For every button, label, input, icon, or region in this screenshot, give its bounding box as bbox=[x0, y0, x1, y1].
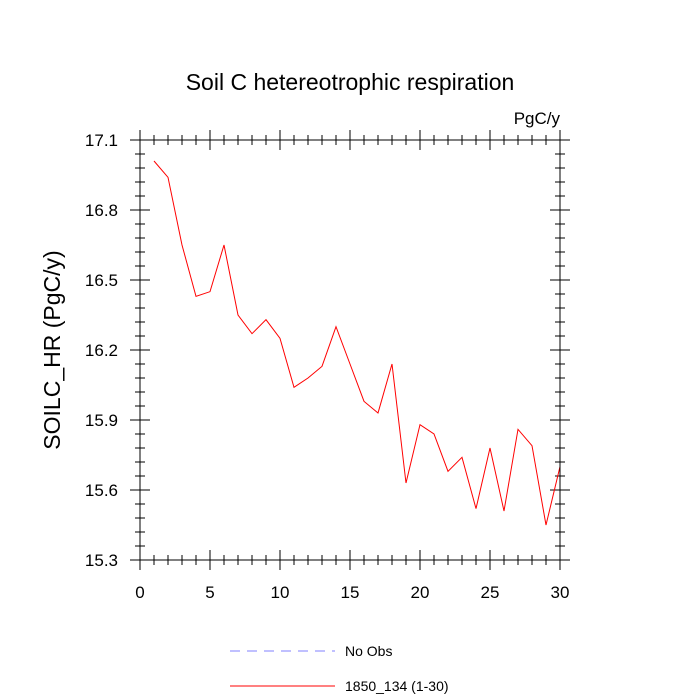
plot-frame bbox=[139, 139, 561, 561]
x-tick-label: 0 bbox=[135, 583, 144, 602]
x-tick-label: 10 bbox=[271, 583, 290, 602]
y-axis-label: SOILC_HR (PgC/y) bbox=[39, 250, 65, 449]
x-tick-label: 25 bbox=[481, 583, 500, 602]
legend-label: 1850_134 (1-30) bbox=[345, 678, 449, 694]
chart-title: Soil C hetereotrophic respiration bbox=[186, 69, 515, 95]
axis-ticks bbox=[130, 130, 570, 570]
x-tick-label: 20 bbox=[411, 583, 430, 602]
y-tick-label: 15.6 bbox=[85, 481, 118, 500]
tick-labels: 0 5 10 15 20 25 30 15.3 15.6 15.9 16.2 16.5 16.8 17.1 bbox=[85, 131, 570, 602]
x-tick-label: 30 bbox=[551, 583, 570, 602]
y-tick-label: 16.8 bbox=[85, 201, 118, 220]
y-tick-label: 15.3 bbox=[85, 551, 118, 570]
y-tick-label: 16.2 bbox=[85, 341, 118, 360]
series-line bbox=[153, 160, 561, 526]
y-tick-label: 17.1 bbox=[85, 131, 118, 150]
x-tick-label: 5 bbox=[205, 583, 214, 602]
legend-label: No Obs bbox=[345, 643, 392, 659]
legend: No Obs 1850_134 (1-30) bbox=[230, 643, 449, 694]
x-tick-label: 15 bbox=[341, 583, 360, 602]
y-tick-label: 16.5 bbox=[85, 271, 118, 290]
y-tick-label: 15.9 bbox=[85, 411, 118, 430]
series-lines bbox=[153, 160, 561, 526]
units-label: PgC/y bbox=[514, 109, 561, 128]
